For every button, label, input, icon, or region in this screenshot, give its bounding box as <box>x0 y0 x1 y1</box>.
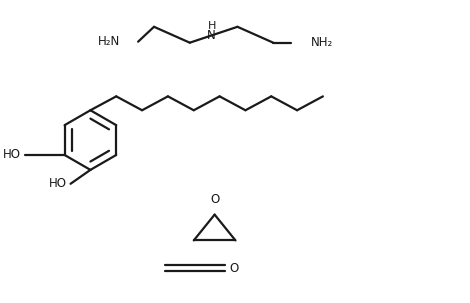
Text: H₂N: H₂N <box>98 35 120 48</box>
Text: HO: HO <box>3 148 21 161</box>
Text: NH₂: NH₂ <box>311 36 333 49</box>
Text: H: H <box>207 21 216 31</box>
Text: N: N <box>207 29 216 42</box>
Text: HO: HO <box>48 177 67 190</box>
Text: O: O <box>229 262 239 275</box>
Text: O: O <box>210 193 219 206</box>
